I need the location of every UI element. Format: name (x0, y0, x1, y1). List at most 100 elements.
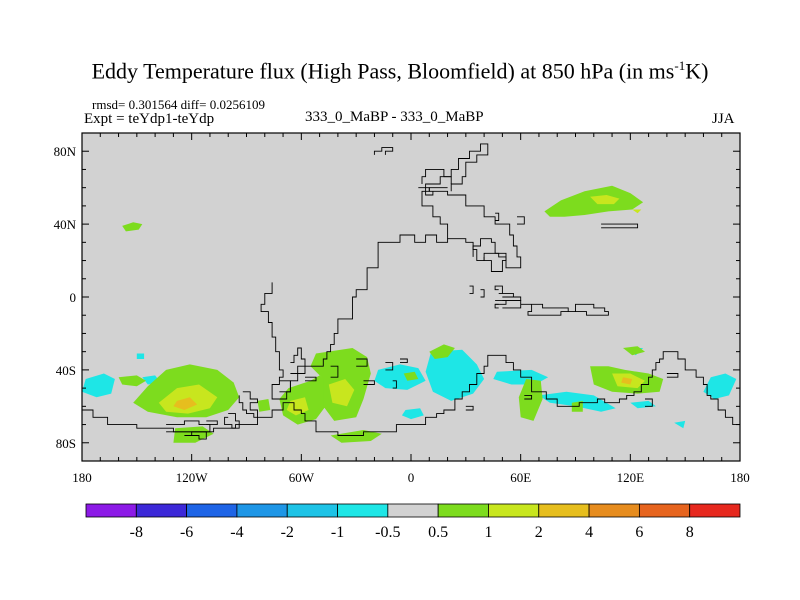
colorbar-swatch (85, 503, 137, 518)
colorbar-swatch (538, 503, 590, 518)
x-tick-label: 180 (730, 470, 750, 485)
coastline-6 (425, 143, 489, 192)
coastline-29 (392, 380, 397, 389)
coastline-28 (400, 358, 408, 364)
colorbar-label: -8 (130, 524, 143, 541)
colorbar-swatch (437, 503, 489, 518)
coastline-30 (363, 380, 375, 385)
contour-region-29 (518, 379, 543, 421)
coastline-22 (290, 347, 306, 374)
coastline-4 (472, 238, 507, 272)
contour-region-14 (703, 373, 737, 399)
colorbar-swatch (689, 503, 741, 518)
x-tick-label: 0 (408, 470, 415, 485)
contour-region-5 (82, 373, 115, 398)
coastline-14 (494, 303, 499, 309)
y-tick-label: 0 (70, 290, 77, 305)
contour-region-22 (286, 397, 309, 416)
x-tick-label: 120W (176, 470, 209, 485)
contour-region-2 (590, 195, 620, 205)
contour-region-15 (674, 420, 686, 429)
y-tick-label: 40S (56, 363, 76, 378)
contour-region-4 (136, 353, 145, 359)
coastline-2 (425, 191, 434, 196)
contour-region-24 (328, 379, 355, 407)
colorbar-swatch (236, 503, 288, 518)
contour-region-25 (330, 430, 382, 443)
contour-region-9 (401, 408, 424, 420)
colorbar-label: -4 (230, 524, 243, 541)
coastline-23 (279, 380, 291, 393)
contour-region-32 (621, 377, 633, 385)
x-tick-label: 60W (289, 470, 315, 485)
coastline-27 (385, 362, 394, 371)
coastline-31 (465, 405, 474, 411)
y-tick-label: 40N (54, 217, 77, 232)
colorbar-swatch (588, 503, 640, 518)
colorbar-label: 2 (535, 524, 543, 541)
y-tick-label: 80S (56, 436, 76, 451)
chart-title: Eddy Temperature flux (High Pass, Bloomf… (91, 58, 709, 84)
colorbar-label: -0.5 (375, 524, 400, 541)
y-tick-label: 80N (54, 144, 77, 159)
coastline-25 (330, 365, 339, 378)
coastline-21 (184, 431, 207, 440)
x-tick-label: 180 (72, 470, 92, 485)
x-tick-label: 60E (510, 470, 531, 485)
coastline-8 (469, 285, 474, 294)
coastline-32 (524, 394, 533, 400)
coastline-16 (82, 351, 740, 436)
colorbar-swatch (337, 503, 389, 518)
stats-label: rmsd= 0.301564 diff= 0.0256109 (92, 97, 265, 112)
coastline-18 (224, 413, 240, 429)
colorbar-label: -2 (281, 524, 294, 541)
coastline-9 (495, 300, 507, 305)
colorbar-label: 6 (635, 524, 643, 541)
colorbar-swatch (387, 503, 439, 518)
contour-region-26 (257, 399, 271, 412)
colorbar-swatch (488, 503, 540, 518)
contour-region-1 (544, 185, 644, 217)
season-label: JJA (712, 111, 735, 127)
colorbar-label: 1 (484, 524, 492, 541)
contour-region-27 (429, 344, 455, 359)
contour-region-28 (403, 371, 419, 381)
colorbar-label: 0.5 (428, 524, 448, 541)
coastline-3 (421, 187, 449, 239)
colorbar-swatch (186, 503, 238, 518)
coastline-17 (238, 391, 258, 418)
colorbar-swatch (286, 503, 338, 518)
x-tick-label: 120E (617, 470, 645, 485)
experiment-label: Expt = teYdp1-teYdp (84, 111, 215, 127)
coastline-26 (356, 358, 368, 367)
contour-region-33 (623, 346, 645, 356)
coastline-20 (166, 420, 211, 433)
colorbar-label: 4 (585, 524, 593, 541)
contour-region-16 (118, 375, 146, 387)
coastline-0 (260, 187, 522, 400)
coastline-15 (520, 303, 609, 316)
contour-region-11 (538, 391, 616, 412)
case-label: 333_0_MaBP - 333_0_MaBP (305, 109, 484, 125)
coastline-36 (495, 212, 500, 221)
coastline-7 (480, 289, 485, 298)
contour-region-0 (122, 222, 143, 232)
coastline-34 (517, 216, 525, 225)
colorbar-label: -6 (180, 524, 193, 541)
contour-region-7 (374, 364, 426, 390)
colorbar-label: -1 (331, 524, 344, 541)
coastline-33 (645, 398, 653, 407)
colorbar-swatch (135, 503, 188, 518)
coastline-19 (206, 420, 218, 426)
colorbar-label: 8 (686, 524, 694, 541)
contour-region-20 (173, 426, 214, 443)
colorbar-swatch (638, 503, 691, 518)
coastline-24 (305, 376, 317, 382)
coastline-12 (502, 292, 514, 298)
coastline-37 (666, 373, 679, 378)
coastline-1 (373, 147, 394, 155)
coastline-35 (601, 223, 639, 229)
contour-region-19 (173, 397, 198, 410)
contour-region-3 (632, 209, 642, 214)
